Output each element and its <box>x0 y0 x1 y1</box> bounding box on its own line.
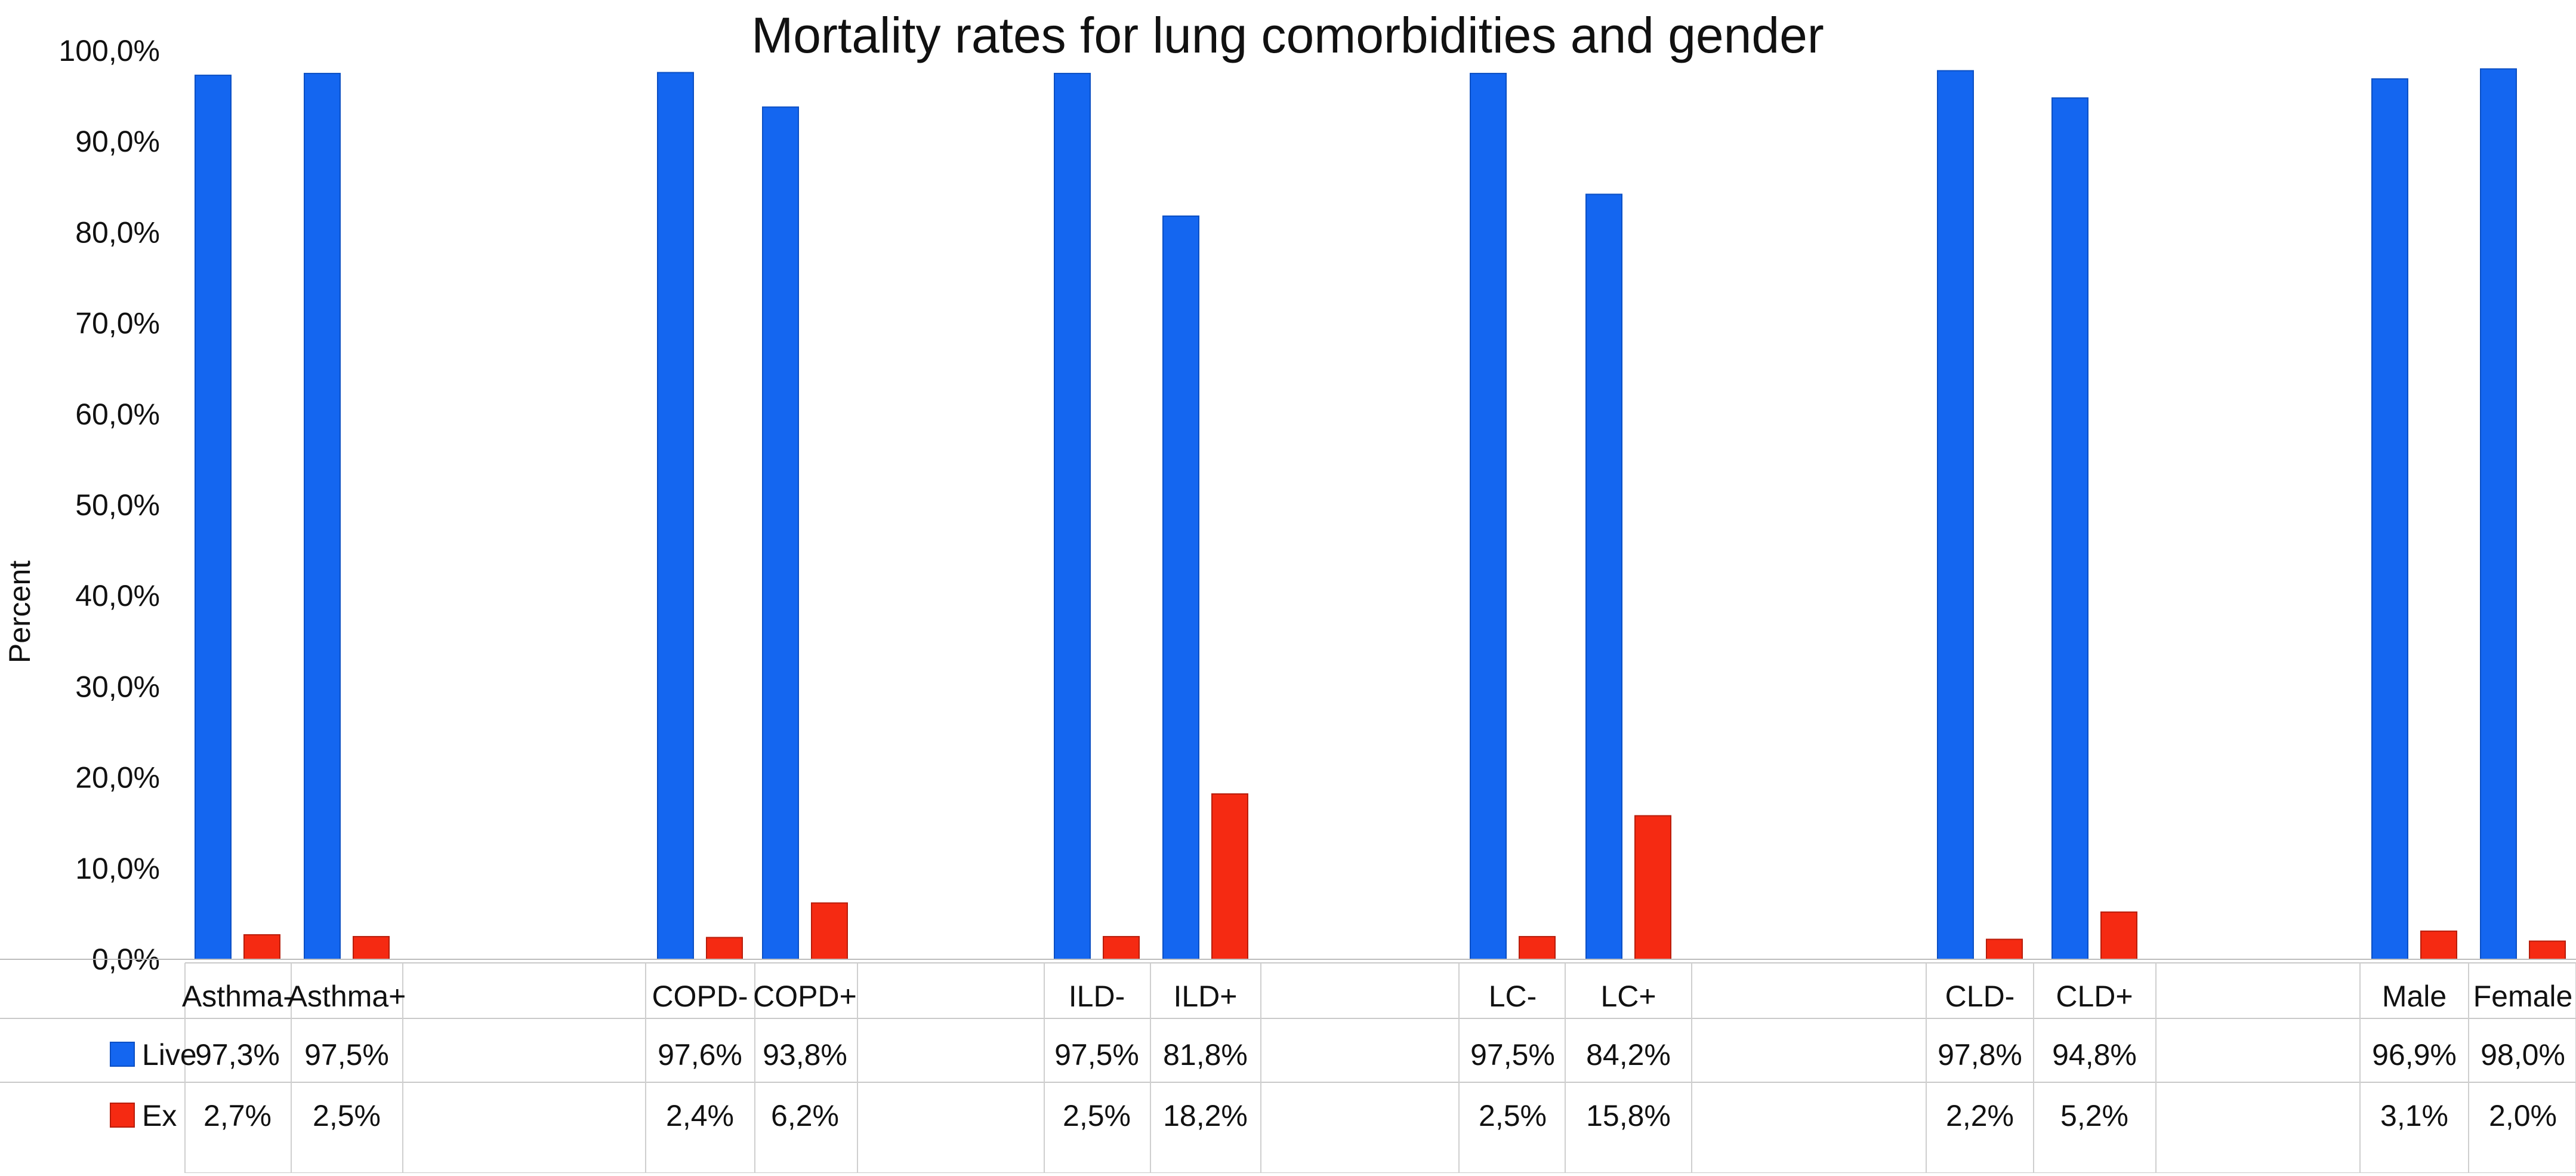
bar-ex-cld-neg <box>1986 938 2023 960</box>
legend-key-ex <box>110 1103 135 1128</box>
y-tick-label: 90,0% <box>75 125 160 158</box>
bar-ex-lc-pos <box>1634 815 1671 960</box>
data-label-ex: 2,2% <box>1946 1099 2014 1132</box>
y-tick-label: 30,0% <box>75 670 160 703</box>
data-label-live: 97,3% <box>195 1038 280 1072</box>
y-tick-label: 60,0% <box>75 398 160 431</box>
data-label-live: 81,8% <box>1163 1038 1248 1072</box>
bar-live-copd-pos <box>762 106 799 960</box>
category-label: ILD+ <box>1173 980 1237 1013</box>
data-label-live: 97,8% <box>1938 1038 2022 1072</box>
data-label-live: 84,2% <box>1586 1038 1671 1072</box>
bar-live-cld-neg <box>1937 70 1974 960</box>
bar-ex-asthma-neg <box>243 934 280 960</box>
data-label-live: 94,8% <box>2052 1038 2137 1072</box>
data-label-ex: 6,2% <box>771 1099 839 1132</box>
bar-ex-lc-neg <box>1519 935 1556 960</box>
y-tick-label: 50,0% <box>75 488 160 522</box>
bar-ex-cld-pos <box>2100 911 2137 960</box>
data-label-live: 96,9% <box>2372 1038 2457 1072</box>
bar-live-ild-pos <box>1162 216 1199 960</box>
data-label-ex: 18,2% <box>1163 1099 1248 1132</box>
data-label-live: 97,5% <box>1054 1038 1139 1072</box>
data-label-ex: 2,0% <box>2489 1099 2557 1132</box>
y-tick-label: 70,0% <box>75 307 160 340</box>
bars <box>195 68 2566 960</box>
bar-live-asthma-pos <box>304 73 341 960</box>
data-label-ex: 2,5% <box>313 1099 381 1132</box>
category-label: Asthma- <box>182 980 293 1013</box>
category-label: Male <box>2382 980 2447 1013</box>
bar-live-male <box>2371 78 2408 960</box>
category-label: COPD- <box>652 980 748 1013</box>
bar-live-asthma-neg <box>195 75 232 960</box>
chart-title: Mortality rates for lung comorbidities a… <box>751 7 1824 63</box>
legend-label-live: Live <box>142 1038 197 1072</box>
y-tick-label: 100,0% <box>58 34 160 67</box>
bar-ex-male <box>2420 930 2457 960</box>
y-ticks: 0,0%10,0%20,0%30,0%40,0%50,0%60,0%70,0%8… <box>58 34 160 976</box>
category-label: ILD- <box>1069 980 1125 1013</box>
data-label-ex: 2,5% <box>1479 1099 1547 1132</box>
data-label-live: 97,5% <box>304 1038 389 1072</box>
category-label: COPD+ <box>753 980 857 1013</box>
y-tick-label: 80,0% <box>75 216 160 249</box>
bar-ex-ild-pos <box>1211 793 1248 960</box>
bar-ex-female <box>2529 940 2566 960</box>
bar-ex-copd-pos <box>811 902 848 960</box>
data-label-live: 97,5% <box>1470 1038 1555 1072</box>
bar-live-ild-neg <box>1054 73 1091 960</box>
bar-live-lc-pos <box>1585 193 1622 960</box>
category-label: LC- <box>1489 980 1537 1013</box>
y-tick-label: 20,0% <box>75 761 160 795</box>
legend-label-ex: Ex <box>142 1099 177 1132</box>
bar-live-lc-neg <box>1470 73 1507 960</box>
data-label-live: 98,0% <box>2481 1038 2565 1072</box>
legend-key-live <box>110 1042 135 1067</box>
data-label-ex: 2,4% <box>666 1099 734 1132</box>
bar-ex-copd-neg <box>706 937 743 960</box>
bar-ex-ild-neg <box>1103 935 1140 960</box>
data-label-ex: 2,7% <box>203 1099 272 1132</box>
bar-live-female <box>2480 68 2517 960</box>
data-label-ex: 15,8% <box>1586 1099 1671 1132</box>
data-label-ex: 2,5% <box>1063 1099 1131 1132</box>
y-tick-label: 10,0% <box>75 852 160 885</box>
category-label: CLD- <box>1945 980 2015 1013</box>
y-axis-label: Percent <box>3 561 36 663</box>
category-label: LC+ <box>1600 980 1656 1013</box>
category-label: CLD+ <box>2056 980 2133 1013</box>
y-tick-label: 40,0% <box>75 579 160 612</box>
data-table: Asthma-Asthma+ COPD- COPD+ ILD- ILD+ LC- LC+ CL… <box>0 959 2576 1174</box>
category-label: Asthma+ <box>288 980 406 1013</box>
bar-live-cld-pos <box>2051 97 2088 960</box>
data-label-ex: 3,1% <box>2380 1099 2448 1132</box>
data-label-live: 97,6% <box>658 1038 742 1072</box>
data-label-ex: 5,2% <box>2060 1099 2128 1132</box>
category-label: Female <box>2473 980 2573 1013</box>
bar-ex-asthma-pos <box>353 935 390 960</box>
data-label-live: 93,8% <box>763 1038 847 1072</box>
bar-live-copd-neg <box>657 72 694 960</box>
